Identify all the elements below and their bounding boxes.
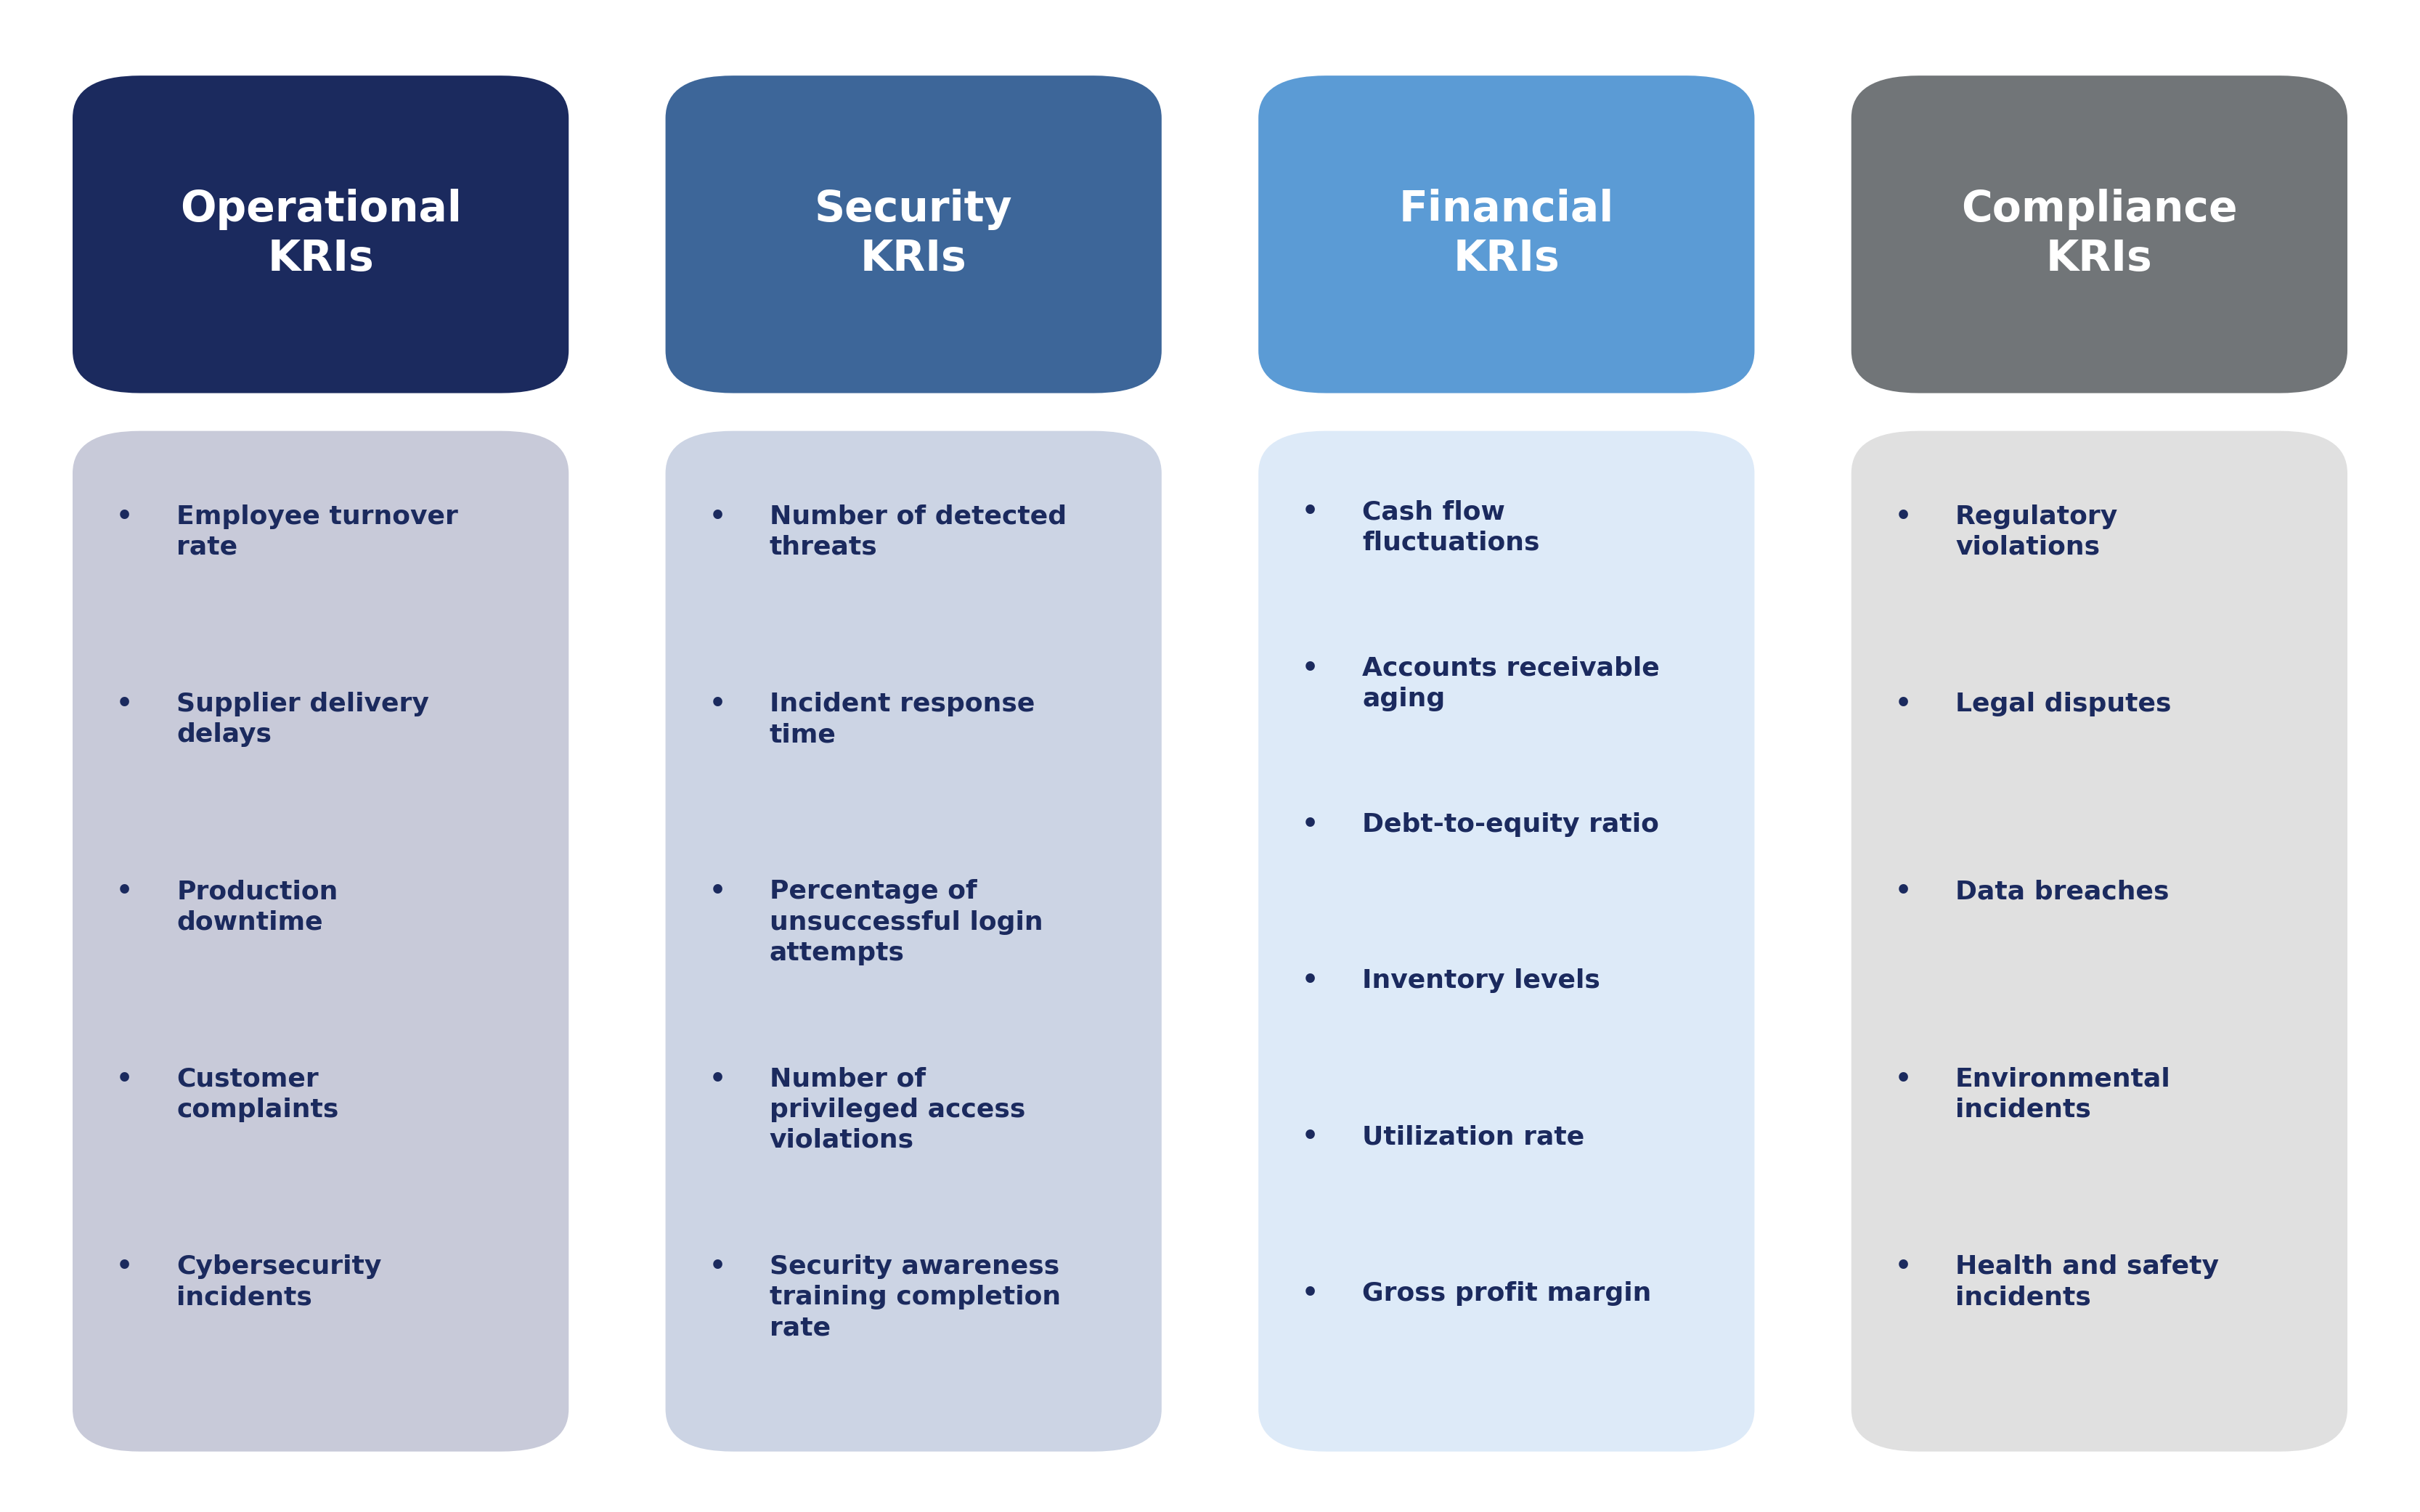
Text: Security
KRIs: Security KRIs bbox=[816, 189, 1012, 280]
Text: •: • bbox=[1302, 500, 1319, 525]
Text: Environmental
incidents: Environmental incidents bbox=[1955, 1067, 2171, 1122]
Text: Production
downtime: Production downtime bbox=[177, 880, 339, 934]
Text: •: • bbox=[1895, 1255, 1912, 1279]
Text: •: • bbox=[1302, 1281, 1319, 1305]
Text: Inventory levels: Inventory levels bbox=[1362, 969, 1600, 993]
FancyBboxPatch shape bbox=[1851, 431, 2347, 1452]
Text: •: • bbox=[1895, 692, 1912, 717]
Text: Accounts receivable
aging: Accounts receivable aging bbox=[1362, 656, 1660, 711]
FancyBboxPatch shape bbox=[666, 431, 1162, 1452]
Text: Legal disputes: Legal disputes bbox=[1955, 692, 2171, 717]
Text: •: • bbox=[1895, 880, 1912, 904]
Text: •: • bbox=[116, 505, 133, 529]
Text: •: • bbox=[1895, 505, 1912, 529]
Text: Percentage of
unsuccessful login
attempts: Percentage of unsuccessful login attempt… bbox=[770, 880, 1043, 965]
Text: Health and safety
incidents: Health and safety incidents bbox=[1955, 1255, 2219, 1309]
FancyBboxPatch shape bbox=[1258, 76, 1755, 393]
Text: •: • bbox=[709, 505, 726, 529]
Text: Data breaches: Data breaches bbox=[1955, 880, 2168, 904]
Text: •: • bbox=[116, 880, 133, 904]
Text: Cybersecurity
incidents: Cybersecurity incidents bbox=[177, 1255, 382, 1309]
Text: Incident response
time: Incident response time bbox=[770, 692, 1036, 747]
Text: •: • bbox=[709, 1067, 726, 1092]
FancyBboxPatch shape bbox=[1258, 431, 1755, 1452]
Text: Financial
KRIs: Financial KRIs bbox=[1399, 189, 1614, 280]
FancyBboxPatch shape bbox=[666, 76, 1162, 393]
Text: •: • bbox=[1302, 812, 1319, 836]
Text: Number of
privileged access
violations: Number of privileged access violations bbox=[770, 1067, 1026, 1152]
Text: Gross profit margin: Gross profit margin bbox=[1362, 1281, 1653, 1305]
Text: Operational
KRIs: Operational KRIs bbox=[179, 189, 462, 280]
Text: •: • bbox=[709, 692, 726, 717]
Text: •: • bbox=[116, 1067, 133, 1092]
Text: Cash flow
fluctuations: Cash flow fluctuations bbox=[1362, 500, 1539, 555]
Text: Compliance
KRIs: Compliance KRIs bbox=[1960, 189, 2238, 280]
Text: •: • bbox=[116, 692, 133, 717]
FancyBboxPatch shape bbox=[73, 431, 569, 1452]
Text: Number of detected
threats: Number of detected threats bbox=[770, 505, 1067, 559]
Text: •: • bbox=[709, 1255, 726, 1279]
Text: •: • bbox=[116, 1255, 133, 1279]
Text: •: • bbox=[1895, 1067, 1912, 1092]
Text: Security awareness
training completion
rate: Security awareness training completion r… bbox=[770, 1255, 1060, 1340]
Text: Regulatory
violations: Regulatory violations bbox=[1955, 505, 2118, 559]
Text: Utilization rate: Utilization rate bbox=[1362, 1125, 1585, 1149]
Text: Customer
complaints: Customer complaints bbox=[177, 1067, 339, 1122]
Text: Supplier delivery
delays: Supplier delivery delays bbox=[177, 692, 428, 747]
Text: •: • bbox=[709, 880, 726, 904]
Text: •: • bbox=[1302, 1125, 1319, 1149]
Text: •: • bbox=[1302, 656, 1319, 680]
FancyBboxPatch shape bbox=[73, 76, 569, 393]
Text: •: • bbox=[1302, 969, 1319, 993]
FancyBboxPatch shape bbox=[1851, 76, 2347, 393]
Text: Employee turnover
rate: Employee turnover rate bbox=[177, 505, 457, 559]
Text: Debt-to-equity ratio: Debt-to-equity ratio bbox=[1362, 812, 1660, 836]
